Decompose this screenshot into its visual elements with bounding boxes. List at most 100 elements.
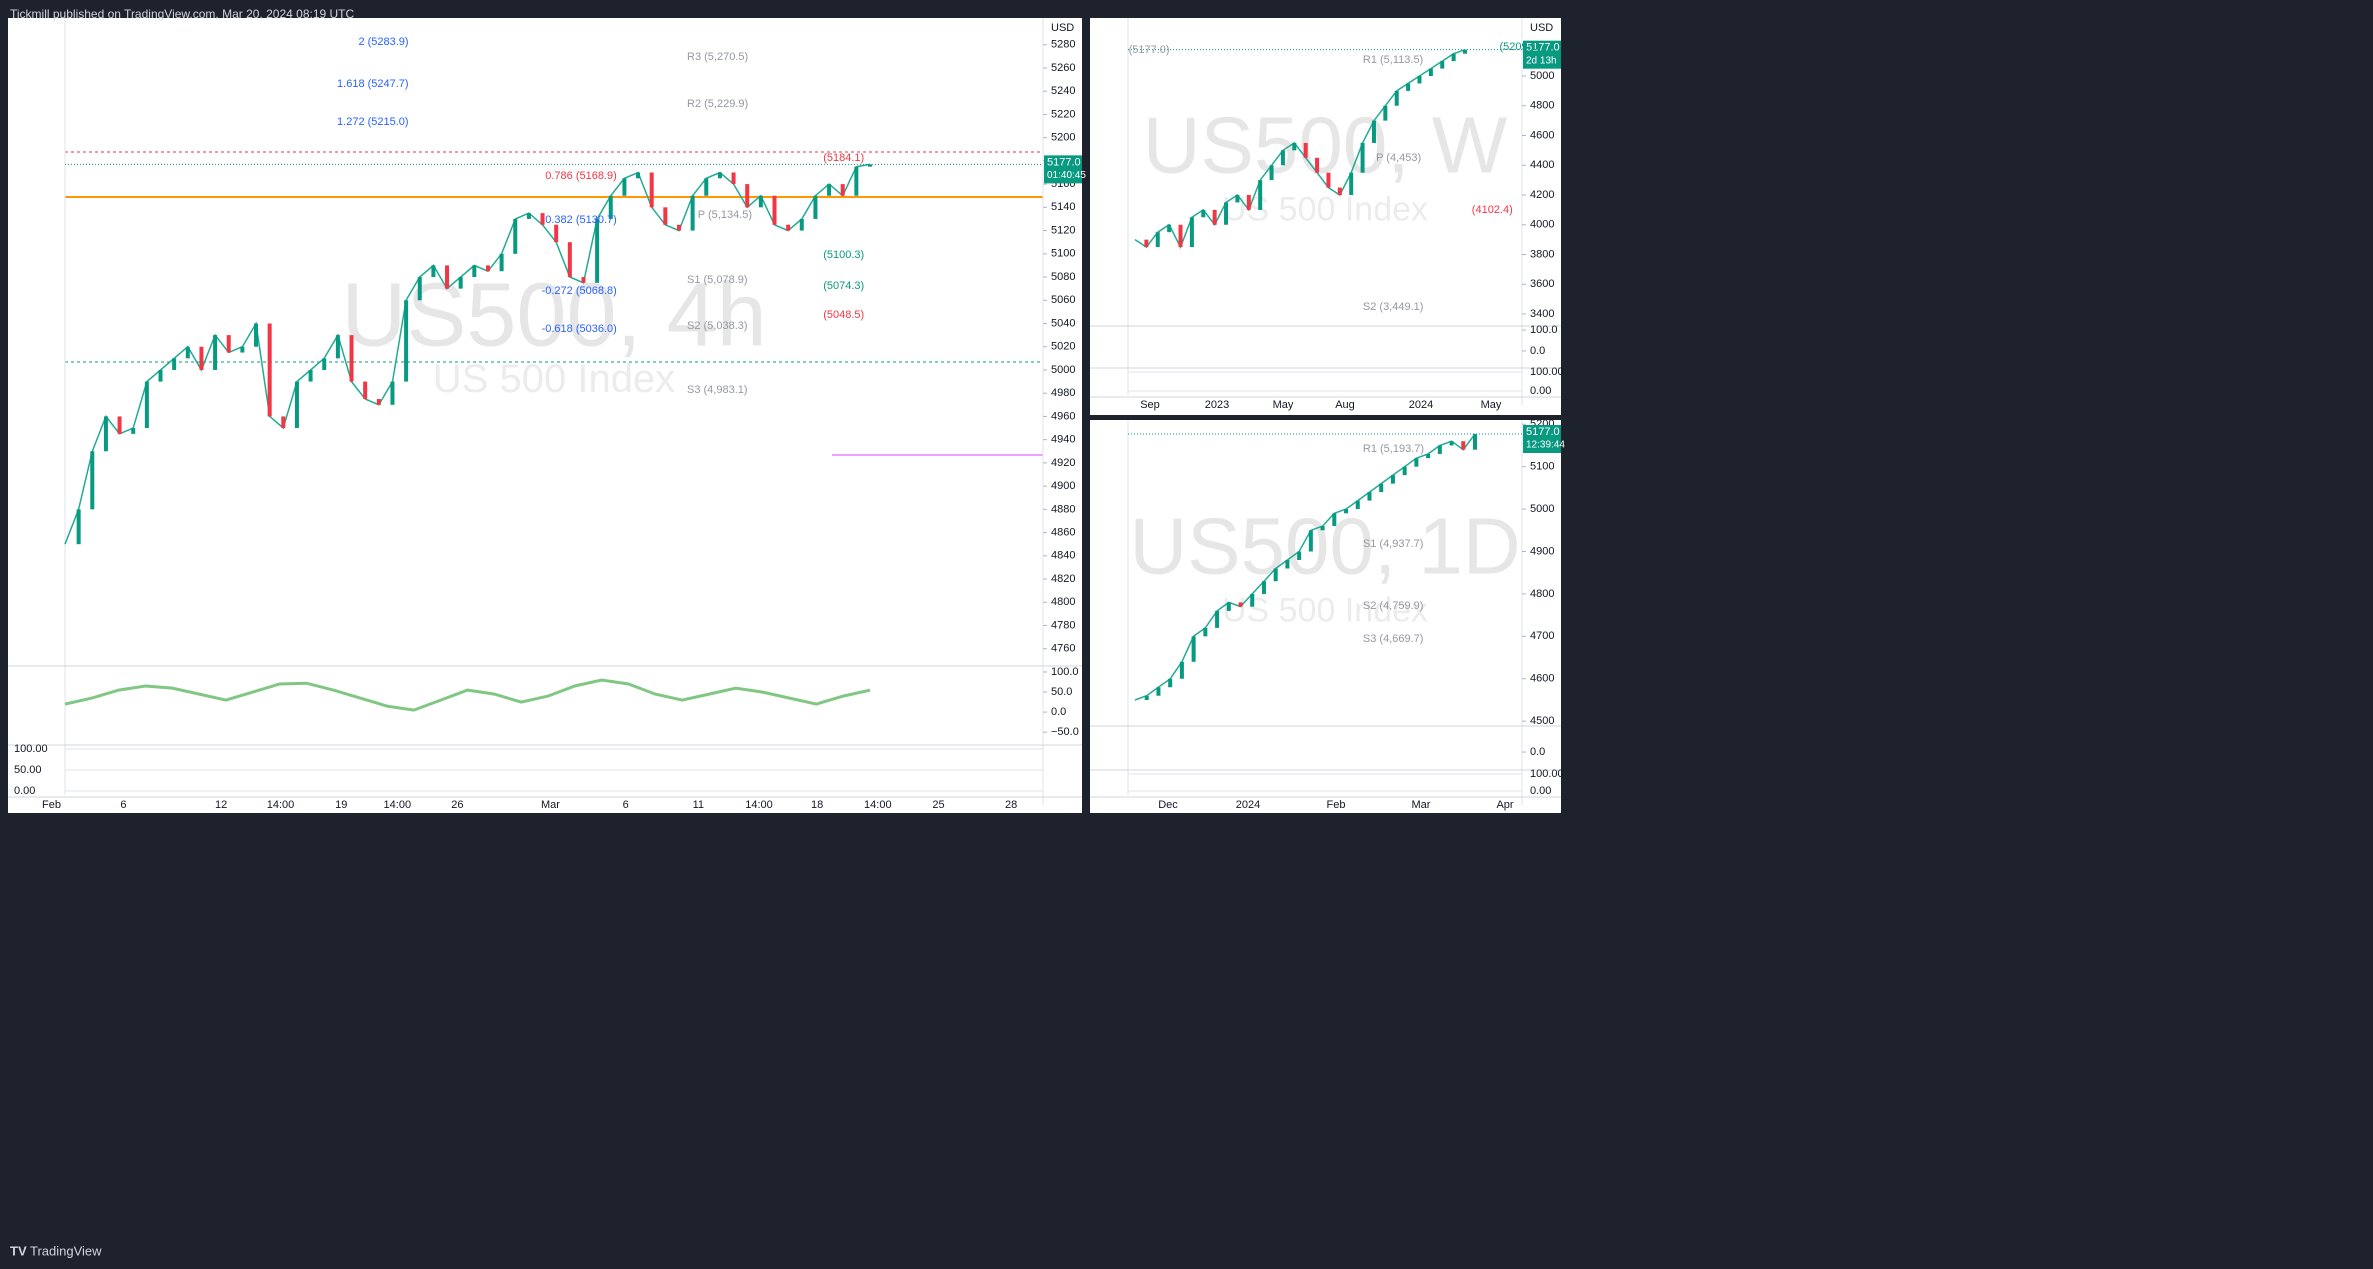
y-tick-label: 4880 xyxy=(1051,503,1075,515)
candle xyxy=(1144,695,1149,700)
candle xyxy=(1426,453,1431,459)
candle xyxy=(1417,76,1422,84)
candle xyxy=(1292,142,1297,151)
candle xyxy=(1156,687,1161,696)
y-tick-label: 4800 xyxy=(1530,588,1554,600)
stoch-tick-label: 100.00 xyxy=(1530,366,1564,378)
y-tick-label: 4400 xyxy=(1530,159,1554,171)
y-tick-label: 4980 xyxy=(1051,387,1075,399)
candle xyxy=(1308,530,1313,552)
candle xyxy=(1451,53,1456,62)
y-tick-label: 5040 xyxy=(1051,317,1075,329)
candle xyxy=(1379,483,1384,493)
watermark: US500, W xyxy=(1143,101,1508,190)
level-label: S1 (4,937.7) xyxy=(1363,538,1424,550)
y-tick-label: 4820 xyxy=(1051,573,1075,585)
candle xyxy=(636,172,641,179)
y-tick-label: 4000 xyxy=(1530,219,1554,231)
candle xyxy=(1344,509,1349,514)
candle xyxy=(1178,224,1183,248)
x-tick-label: 28 xyxy=(1005,799,1017,811)
panel xyxy=(8,18,1082,813)
level-label: 0.382 (5130.7) xyxy=(545,214,617,226)
osc-tick-label: 0.0 xyxy=(1530,746,1545,758)
y-tick-label: 4600 xyxy=(1530,673,1554,685)
candle xyxy=(1201,209,1206,218)
candle xyxy=(1367,492,1372,501)
candle xyxy=(540,213,545,225)
level-label: S2 (5,038.3) xyxy=(687,320,748,332)
candle xyxy=(649,172,654,208)
y-tick-label: 4760 xyxy=(1051,643,1075,655)
x-tick-label: 6 xyxy=(623,799,629,811)
candle xyxy=(799,218,804,231)
candle xyxy=(731,172,736,185)
candle xyxy=(404,300,409,382)
x-tick-label: 19 xyxy=(335,799,347,811)
x-tick-label: Sep xyxy=(1140,399,1160,411)
candle xyxy=(1449,441,1454,446)
candle xyxy=(1440,61,1445,69)
level-label: S3 (4,983.1) xyxy=(687,384,748,396)
currency: USD xyxy=(1051,22,1074,34)
candle xyxy=(1437,445,1442,454)
x-tick-label: 14:00 xyxy=(864,799,892,811)
candle xyxy=(1224,202,1229,225)
header: Tickmill published on TradingView.com, M… xyxy=(10,7,355,21)
candle xyxy=(1269,165,1274,181)
osc-tick-label: 0.0 xyxy=(1530,345,1545,357)
candle xyxy=(499,253,504,272)
candle xyxy=(1250,593,1255,607)
price-line xyxy=(64,163,871,545)
candle xyxy=(1303,142,1308,158)
candle xyxy=(335,335,340,359)
candle xyxy=(1226,602,1231,611)
price-label: 5177.0 xyxy=(1047,156,1081,168)
y-tick-label: 3600 xyxy=(1530,278,1554,290)
level-label: 1.272 (5215.0) xyxy=(337,116,409,128)
y-tick-label: 4900 xyxy=(1530,545,1554,557)
y-tick-label: 5100 xyxy=(1530,461,1554,473)
x-tick-label: Apr xyxy=(1496,799,1513,811)
level-label: (5184.1) xyxy=(823,152,864,164)
candle xyxy=(431,265,436,278)
level-label: 2 (5283.9) xyxy=(358,36,408,48)
osc-tick-label: 100.0 xyxy=(1051,666,1079,678)
candle xyxy=(676,224,681,231)
candle xyxy=(1337,187,1342,196)
candle xyxy=(813,195,818,219)
price-tag xyxy=(1044,155,1082,184)
candle xyxy=(1355,500,1360,510)
y-tick-label: 5080 xyxy=(1051,271,1075,283)
candle xyxy=(1191,636,1196,662)
level-label: (4102.4) xyxy=(1472,204,1513,216)
panel xyxy=(1090,18,1561,415)
y-tick-label: 5120 xyxy=(1051,224,1075,236)
candle xyxy=(1406,83,1411,91)
level-label: S1 (5,078.9) xyxy=(687,274,748,286)
candle xyxy=(308,369,313,382)
level-label: S3 (4,669.7) xyxy=(1363,633,1424,645)
candle xyxy=(513,218,518,254)
price-tag xyxy=(1523,424,1561,453)
x-tick-label: Feb xyxy=(1327,799,1346,811)
candle xyxy=(376,398,381,405)
x-tick-label: 18 xyxy=(811,799,823,811)
candle xyxy=(1463,49,1467,54)
candle xyxy=(103,416,108,452)
x-tick-label: Aug xyxy=(1335,399,1355,411)
candle xyxy=(1285,559,1290,569)
candle xyxy=(213,335,218,370)
candle xyxy=(1179,661,1184,679)
logo: TV xyxy=(10,1243,27,1258)
watermark: US500, 1D xyxy=(1129,502,1520,591)
stoch-tick-label: 100.00 xyxy=(14,743,48,755)
candle xyxy=(390,381,395,405)
candle xyxy=(1297,551,1302,560)
level-label: P (5,134.5) xyxy=(698,209,752,221)
candle xyxy=(554,224,559,243)
rsi-line xyxy=(64,678,871,712)
candle xyxy=(1235,195,1240,203)
stoch-tick-label: 0.00 xyxy=(1530,785,1551,797)
stoch-tick-label: 50.00 xyxy=(14,764,42,776)
